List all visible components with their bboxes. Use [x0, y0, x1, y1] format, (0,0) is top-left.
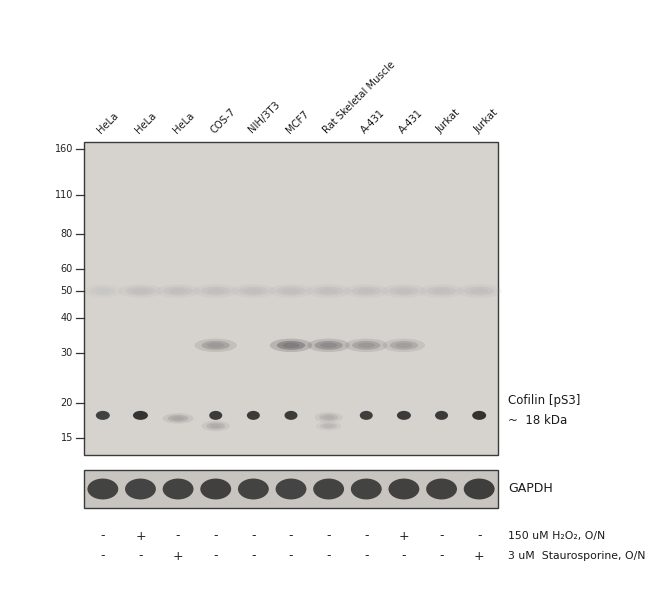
Text: 15: 15 — [60, 433, 73, 443]
Ellipse shape — [209, 411, 222, 420]
Ellipse shape — [395, 288, 413, 294]
Ellipse shape — [96, 411, 110, 420]
Text: -: - — [402, 549, 406, 563]
Ellipse shape — [95, 288, 110, 294]
Text: -: - — [439, 530, 444, 543]
Ellipse shape — [470, 288, 488, 294]
Text: -: - — [289, 549, 293, 563]
Ellipse shape — [320, 423, 337, 429]
Ellipse shape — [389, 286, 419, 295]
Ellipse shape — [435, 411, 448, 420]
Text: NIH/3T3: NIH/3T3 — [246, 100, 281, 135]
Ellipse shape — [90, 286, 116, 295]
Text: +: + — [474, 549, 484, 563]
Ellipse shape — [169, 288, 187, 294]
Ellipse shape — [313, 286, 344, 295]
Ellipse shape — [383, 338, 425, 352]
Text: 80: 80 — [60, 229, 73, 239]
Text: HeLa: HeLa — [96, 110, 121, 135]
Ellipse shape — [131, 288, 150, 294]
Ellipse shape — [244, 288, 263, 294]
Text: Jurkat: Jurkat — [472, 107, 500, 135]
Text: -: - — [251, 530, 255, 543]
Ellipse shape — [352, 341, 380, 350]
Ellipse shape — [268, 284, 313, 298]
Text: 160: 160 — [55, 145, 73, 154]
Text: HeLa: HeLa — [171, 110, 196, 135]
Text: -: - — [364, 549, 369, 563]
Ellipse shape — [207, 288, 225, 294]
Ellipse shape — [389, 479, 419, 500]
Ellipse shape — [118, 284, 163, 298]
Text: -: - — [213, 530, 218, 543]
Ellipse shape — [270, 338, 312, 352]
Ellipse shape — [313, 479, 344, 500]
Text: MCF7: MCF7 — [284, 109, 311, 135]
Ellipse shape — [210, 424, 222, 428]
Text: -: - — [326, 530, 331, 543]
Ellipse shape — [463, 479, 495, 500]
Text: GAPDH: GAPDH — [508, 482, 552, 495]
Ellipse shape — [206, 422, 225, 430]
Ellipse shape — [351, 286, 382, 295]
Ellipse shape — [125, 286, 155, 295]
Text: -: - — [326, 549, 331, 563]
Ellipse shape — [277, 341, 305, 350]
Ellipse shape — [307, 338, 350, 352]
Text: Cofilin [pS3]
~  18 kDa: Cofilin [pS3] ~ 18 kDa — [508, 394, 580, 427]
Ellipse shape — [358, 288, 375, 294]
Ellipse shape — [345, 338, 387, 352]
Ellipse shape — [344, 284, 389, 298]
Ellipse shape — [276, 286, 306, 295]
Ellipse shape — [358, 343, 375, 348]
Text: +: + — [398, 530, 410, 543]
Text: 150 uM H₂O₂, O/N: 150 uM H₂O₂, O/N — [508, 531, 605, 541]
Ellipse shape — [426, 479, 457, 500]
Ellipse shape — [324, 424, 333, 428]
Ellipse shape — [133, 411, 148, 420]
Text: -: - — [213, 549, 218, 563]
Ellipse shape — [390, 341, 418, 350]
Text: -: - — [101, 530, 105, 543]
Text: COS-7: COS-7 — [209, 106, 237, 135]
Ellipse shape — [472, 411, 486, 420]
Text: 50: 50 — [60, 286, 73, 296]
Text: -: - — [289, 530, 293, 543]
Ellipse shape — [359, 411, 372, 420]
Text: -: - — [251, 549, 255, 563]
Ellipse shape — [282, 288, 300, 294]
Ellipse shape — [397, 411, 411, 420]
Ellipse shape — [320, 343, 337, 348]
Text: Rat Skeletal Muscle: Rat Skeletal Muscle — [322, 59, 397, 135]
Ellipse shape — [456, 284, 502, 298]
Ellipse shape — [194, 338, 237, 352]
Ellipse shape — [395, 343, 412, 348]
Text: 30: 30 — [60, 348, 73, 358]
Text: 60: 60 — [60, 264, 73, 274]
Ellipse shape — [155, 284, 201, 298]
Ellipse shape — [193, 284, 239, 298]
Text: 40: 40 — [60, 313, 73, 323]
Ellipse shape — [319, 414, 338, 421]
Ellipse shape — [382, 284, 426, 298]
Text: +: + — [173, 549, 183, 563]
Ellipse shape — [238, 479, 269, 500]
Ellipse shape — [231, 284, 276, 298]
Text: A-431: A-431 — [359, 107, 387, 135]
Text: 3 uM  Staurosporine, O/N: 3 uM Staurosporine, O/N — [508, 551, 645, 561]
Text: -: - — [364, 530, 369, 543]
Ellipse shape — [315, 412, 343, 422]
Ellipse shape — [426, 286, 456, 295]
Ellipse shape — [239, 286, 268, 295]
Text: -: - — [477, 530, 482, 543]
Ellipse shape — [202, 421, 230, 431]
Ellipse shape — [162, 413, 194, 424]
Text: -: - — [176, 530, 180, 543]
Ellipse shape — [323, 415, 334, 419]
Ellipse shape — [351, 479, 382, 500]
Ellipse shape — [162, 479, 194, 500]
Ellipse shape — [285, 411, 298, 420]
Ellipse shape — [207, 343, 224, 348]
Ellipse shape — [247, 411, 260, 420]
Ellipse shape — [201, 286, 231, 295]
